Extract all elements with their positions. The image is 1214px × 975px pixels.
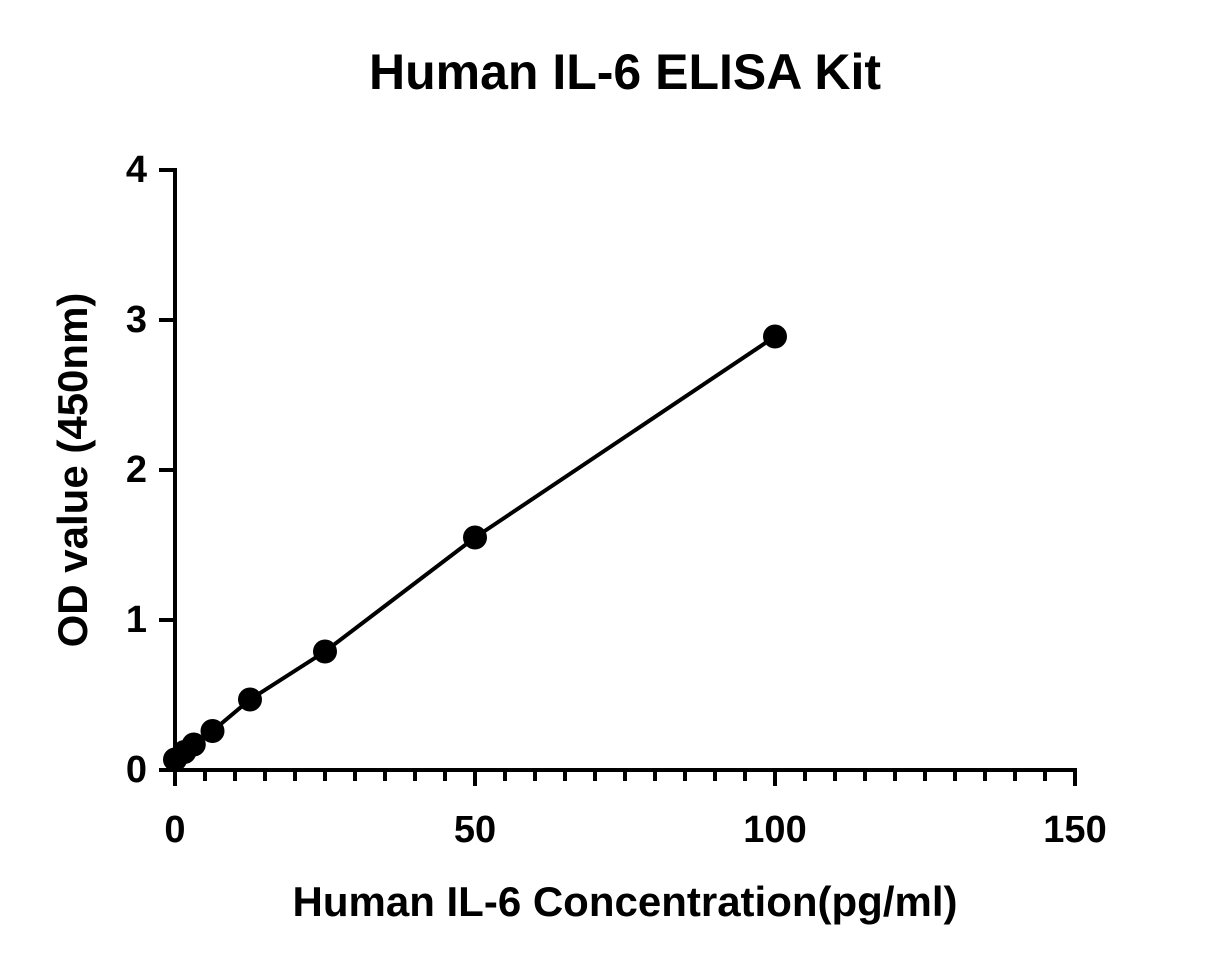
y-tick-label: 1 <box>126 599 147 641</box>
y-tick-label: 3 <box>126 299 147 341</box>
data-point <box>463 525 487 550</box>
y-tick-label: 0 <box>126 749 147 791</box>
x-axis-label: Human IL-6 Concentration(pg/ml) <box>293 878 958 925</box>
y-tick-label: 4 <box>126 149 147 191</box>
x-tick-label: 150 <box>1043 809 1106 851</box>
x-tick-label: 100 <box>743 809 806 851</box>
data-point <box>181 732 206 757</box>
x-tick-label: 50 <box>454 809 496 851</box>
y-axis-label: OD value (450nm) <box>49 293 96 648</box>
data-point <box>238 687 262 712</box>
chart-title: Human IL-6 ELISA Kit <box>369 44 881 100</box>
x-tick-label: 0 <box>164 809 185 851</box>
y-tick-label: 2 <box>126 449 147 491</box>
data-point <box>763 324 787 349</box>
data-point <box>200 719 225 743</box>
data-point <box>313 639 337 664</box>
